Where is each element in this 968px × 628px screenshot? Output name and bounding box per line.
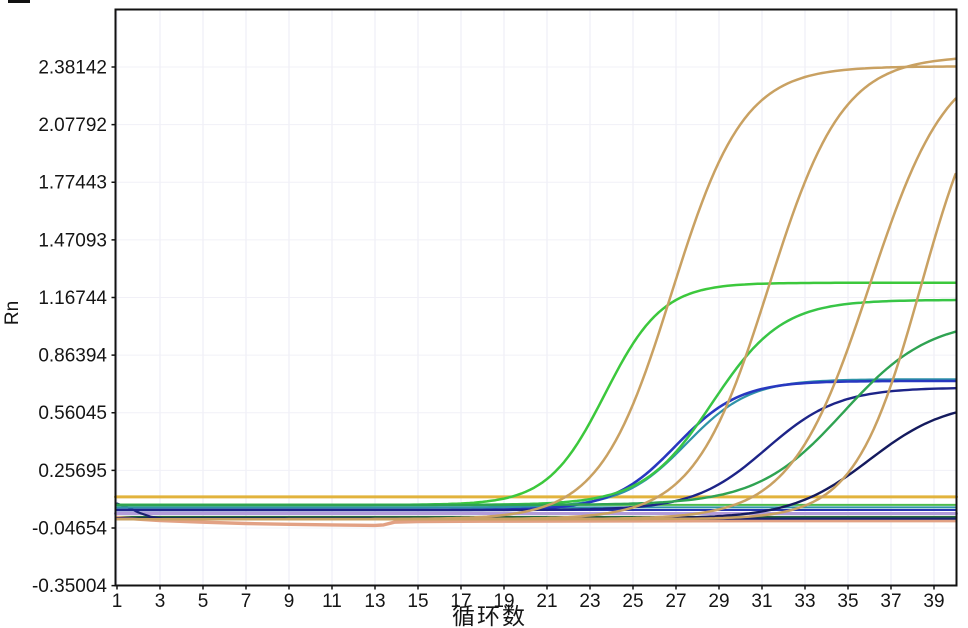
amp-green-2[interactable]	[115, 298, 957, 507]
amp-green-3[interactable]	[115, 330, 957, 507]
x-tick-label: 15	[407, 591, 428, 612]
y-tick-label: 1.77443	[38, 173, 107, 194]
x-tick-label: 25	[622, 591, 643, 612]
y-tick-label: 1.47093	[38, 230, 107, 251]
x-tick-label: 39	[923, 591, 944, 612]
x-tick-label: 11	[322, 591, 342, 612]
y-tick-label: 1.16744	[38, 288, 107, 309]
baseline-salmon-dip	[115, 515, 958, 528]
corner-artifact-dash	[8, 0, 30, 3]
y-tick-label: 2.07792	[38, 115, 107, 136]
y-tick-label: 0.56045	[38, 403, 107, 424]
amp-orange-4[interactable]	[115, 172, 957, 521]
amp-orange-1[interactable]	[115, 65, 957, 521]
x-tick-label: 21	[536, 591, 557, 612]
x-tick-label: 19	[493, 591, 514, 612]
x-tick-label: 29	[708, 591, 729, 612]
x-axis-title: 循环数	[452, 603, 527, 628]
y-tick-label: 2.38142	[38, 58, 107, 79]
y-tick-label: 0.25695	[38, 461, 107, 482]
x-tick-label: 37	[880, 591, 901, 612]
x-tick-label: 31	[751, 591, 772, 612]
x-tick-label: 35	[837, 591, 858, 612]
y-tick-label: -0.04654	[32, 518, 107, 539]
amp-orange-3[interactable]	[115, 97, 957, 521]
x-tick-label: 3	[155, 591, 166, 612]
x-tick-label: 9	[284, 591, 295, 612]
x-tick-label: 5	[198, 591, 209, 612]
y-tick-label: -0.35004	[32, 576, 107, 597]
x-tick-label: 13	[364, 591, 385, 612]
x-tick-label: 27	[665, 591, 686, 612]
x-tick-label: 23	[579, 591, 600, 612]
x-tick-label: 1	[112, 591, 123, 612]
x-tick-label: 7	[241, 591, 252, 612]
x-tick-label: 33	[794, 591, 815, 612]
y-tick-label: 0.86394	[38, 346, 107, 367]
x-tick-label: 17	[450, 591, 471, 612]
amp-orange-2[interactable]	[115, 57, 957, 521]
